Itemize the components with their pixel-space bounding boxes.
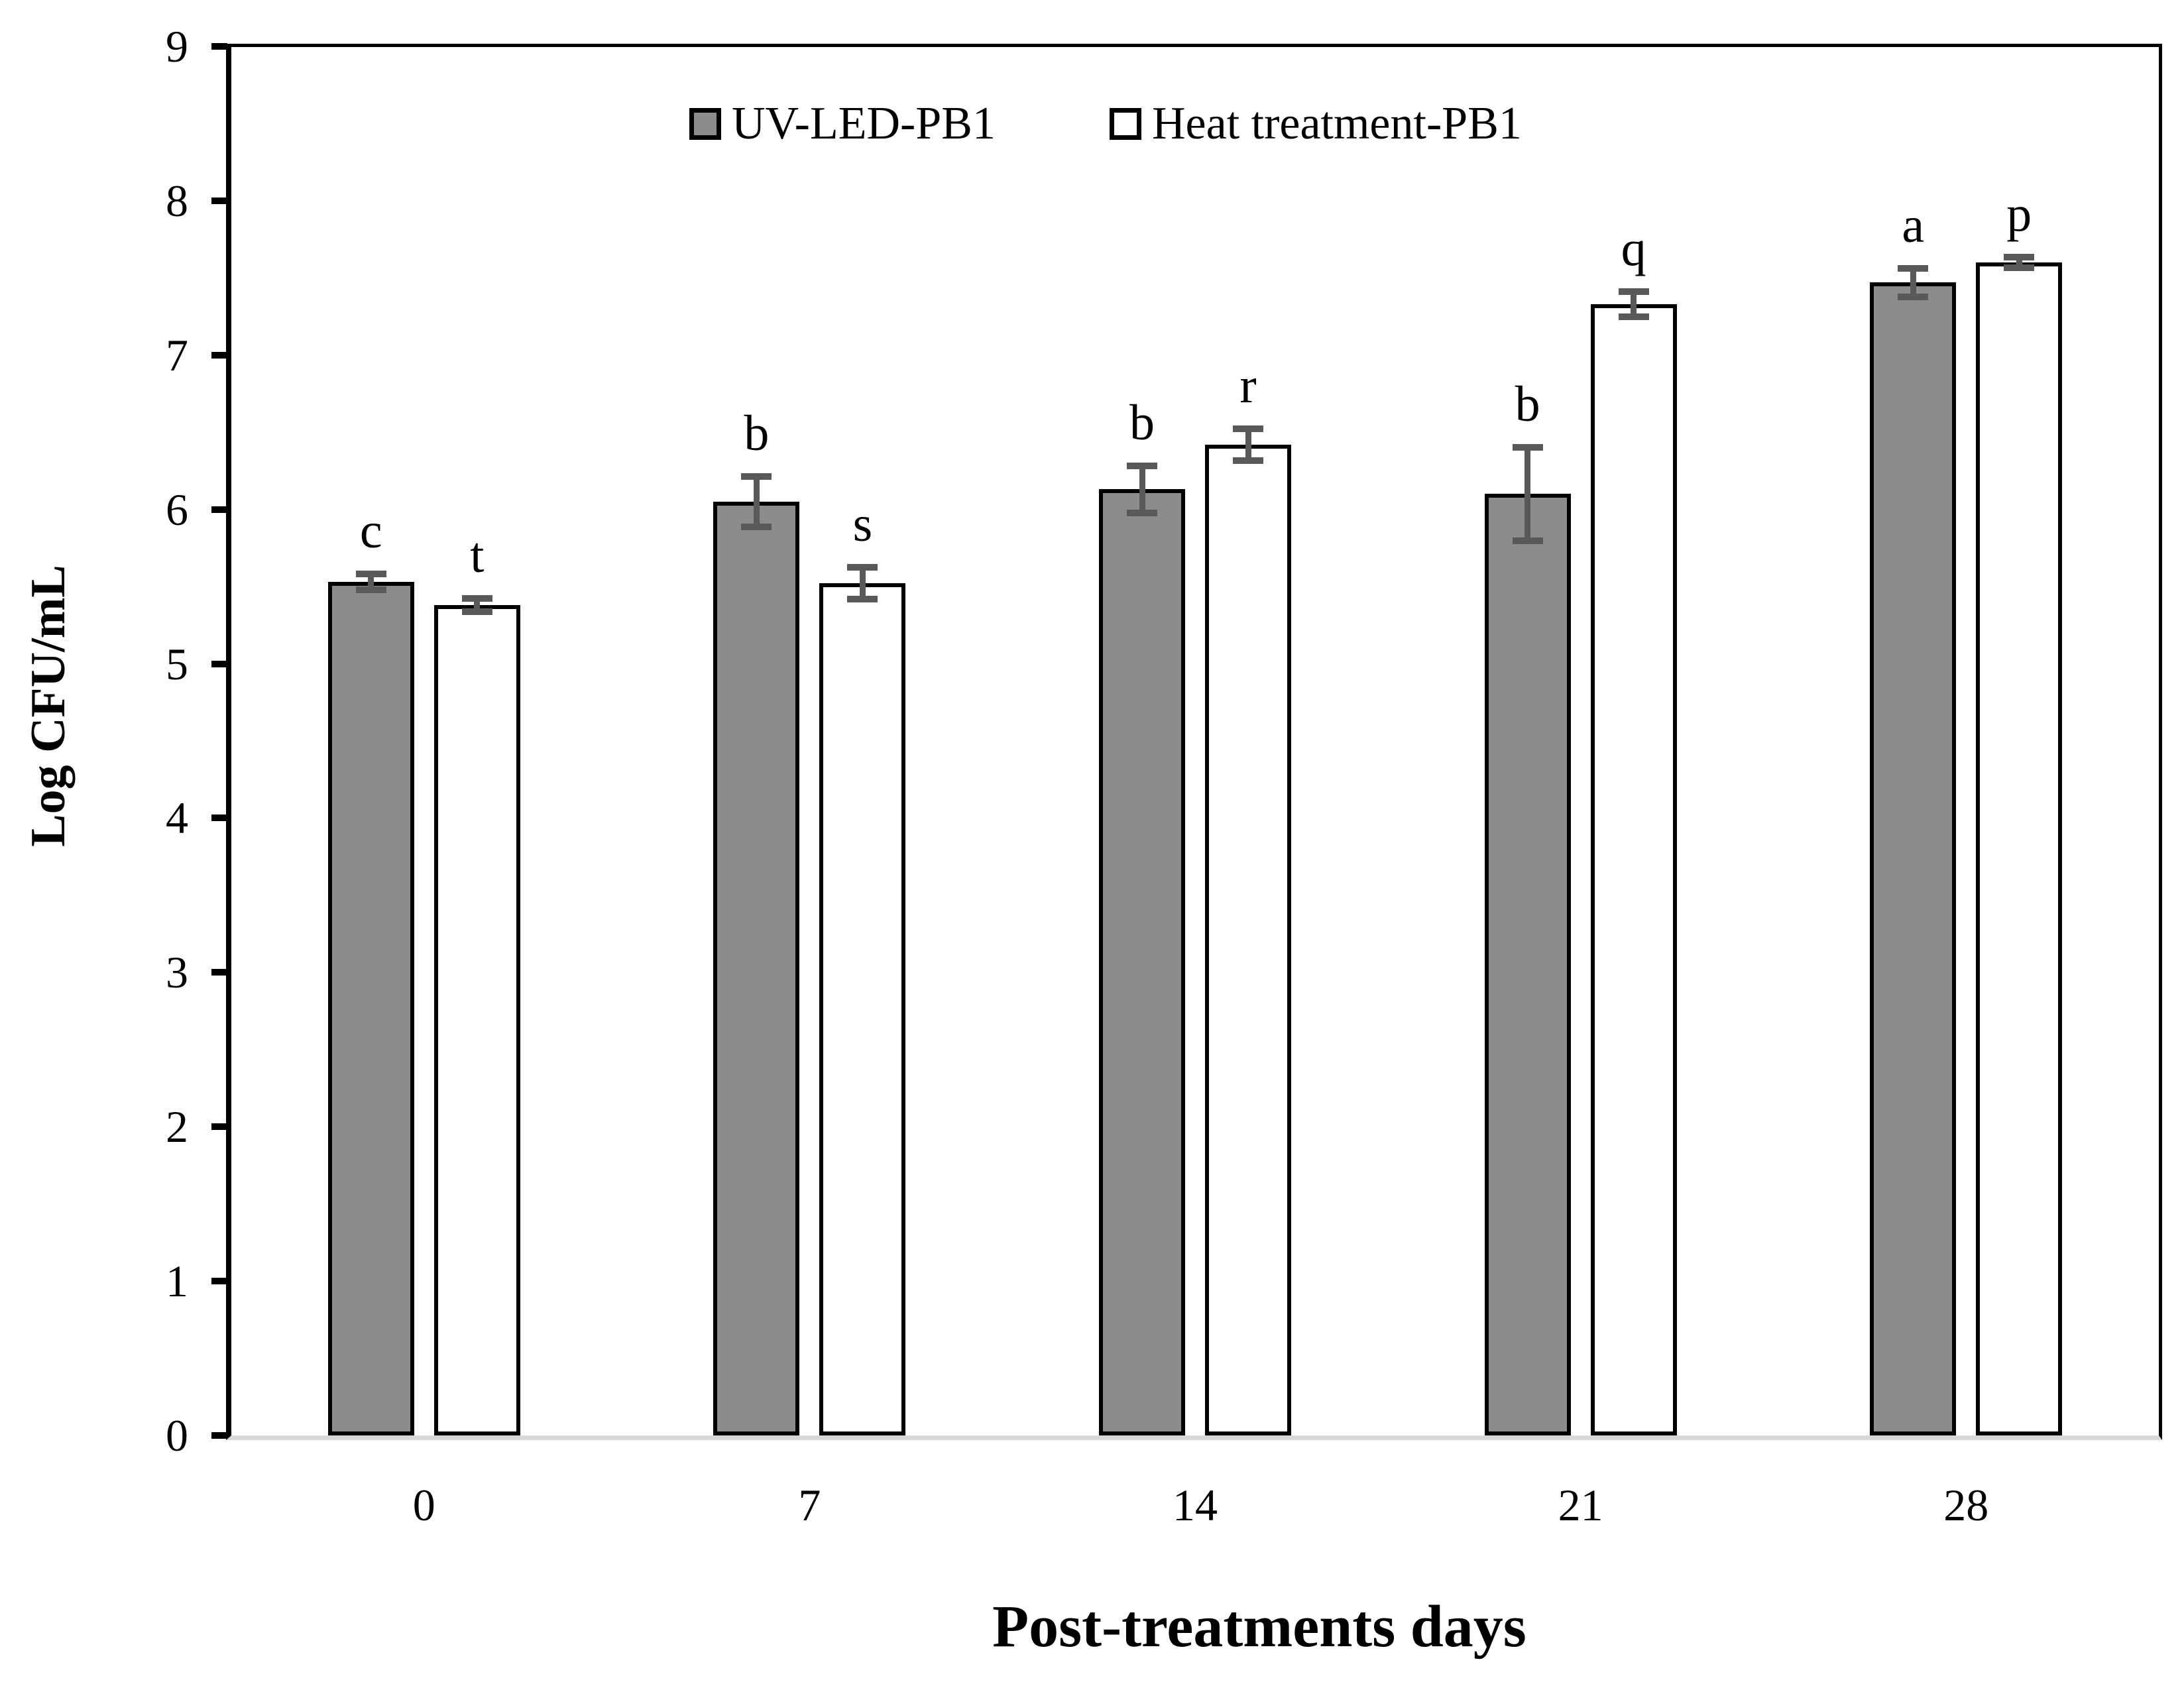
significance-letter-uv-led-pb1-day-7: b xyxy=(744,406,770,462)
error-bar-cap-bottom xyxy=(355,587,386,594)
error-bar-cap-bottom xyxy=(1898,293,1929,300)
x-axis-category-label: 28 xyxy=(1943,1480,1989,1530)
error-bar-cap-top xyxy=(1127,462,1157,469)
plot-area xyxy=(226,44,2162,1440)
error-bar-cap-top xyxy=(355,570,386,577)
x-axis-category-label: 21 xyxy=(1558,1480,1603,1530)
x-axis-category-label: 0 xyxy=(412,1480,435,1530)
error-bar-cap-bottom xyxy=(2004,264,2035,271)
legend-item-heat-treatment-pb1: Heat treatment-PB1 xyxy=(1110,99,1522,148)
error-bar-cap-top xyxy=(1233,425,1263,432)
significance-letter-uv-led-pb1-day-0: c xyxy=(359,502,382,559)
y-axis-tick-label: 9 xyxy=(166,21,188,72)
y-axis-tick-label: 6 xyxy=(166,484,188,535)
y-axis-tick-label: 7 xyxy=(166,329,188,380)
legend: UV-LED-PB1 Heat treatment-PB1 xyxy=(689,99,1522,148)
error-bar xyxy=(2016,259,2022,266)
error-bar-cap-top xyxy=(1898,264,1929,272)
y-axis-tick-5 xyxy=(211,660,227,667)
y-axis-tick-7 xyxy=(211,351,227,359)
y-axis-tick-0 xyxy=(211,1432,227,1439)
y-axis-tick-4 xyxy=(211,814,227,822)
y-axis-tick-2 xyxy=(211,1123,227,1131)
bar-uv-led-pb1-day-28 xyxy=(1870,282,1957,1435)
y-axis-tick-3 xyxy=(211,969,227,976)
significance-letter-uv-led-pb1-day-14: b xyxy=(1129,394,1155,451)
error-bar-cap-top xyxy=(741,473,772,480)
error-bar-cap-top xyxy=(461,595,492,602)
significance-letter-heat-treatment-pb1-day-14: r xyxy=(1239,357,1257,414)
bar-heat-treatment-pb1-day-28 xyxy=(1976,262,2063,1435)
y-axis-tick-label: 0 xyxy=(166,1410,188,1461)
error-bar-cap-bottom xyxy=(847,596,878,603)
legend-swatch-heat-treatment-pb1 xyxy=(1110,108,1141,140)
y-axis-tick-6 xyxy=(211,506,227,513)
error-bar-cap-top xyxy=(1618,288,1649,295)
error-bar xyxy=(1910,270,1916,295)
bar-uv-led-pb1-day-21 xyxy=(1484,494,1571,1435)
significance-letter-heat-treatment-pb1-day-28: p xyxy=(2006,186,2032,243)
y-axis-tick-label: 4 xyxy=(166,793,188,844)
error-bar-cap-bottom xyxy=(1618,313,1649,321)
bar-heat-treatment-pb1-day-21 xyxy=(1590,304,1677,1435)
y-axis-tick-label: 5 xyxy=(166,638,188,689)
error-bar xyxy=(753,478,760,525)
error-bar-cap-bottom xyxy=(1127,509,1157,516)
error-bar-cap-top xyxy=(1512,443,1543,451)
bar-uv-led-pb1-day-7 xyxy=(713,502,800,1435)
error-bar xyxy=(368,575,374,589)
error-bar xyxy=(1245,430,1251,459)
y-axis-tick-label: 2 xyxy=(166,1101,188,1152)
legend-label: UV-LED-PB1 xyxy=(732,98,996,149)
y-axis-tick-label: 3 xyxy=(166,947,188,998)
significance-letter-uv-led-pb1-day-28: a xyxy=(1902,197,1925,253)
error-bar-cap-bottom xyxy=(461,608,492,615)
bar-uv-led-pb1-day-14 xyxy=(1099,489,1185,1435)
significance-letter-heat-treatment-pb1-day-0: t xyxy=(470,528,485,583)
error-bar-cap-bottom xyxy=(1233,457,1263,464)
bar-heat-treatment-pb1-day-14 xyxy=(1205,445,1291,1435)
error-bar xyxy=(474,600,481,610)
error-bar xyxy=(1139,467,1145,511)
x-axis-category-label: 14 xyxy=(1173,1480,1218,1530)
legend-swatch-uv-led-pb1 xyxy=(689,108,721,140)
x-axis-title: Post-treatments days xyxy=(992,1594,1526,1659)
y-axis-tick-label: 8 xyxy=(166,175,188,226)
legend-item-uv-led-pb1: UV-LED-PB1 xyxy=(689,99,996,148)
y-axis-tick-8 xyxy=(211,197,227,204)
legend-label: Heat treatment-PB1 xyxy=(1152,98,1522,149)
y-axis-tick-label: 1 xyxy=(166,1256,188,1307)
error-bar xyxy=(859,569,866,598)
bar-uv-led-pb1-day-0 xyxy=(327,582,414,1435)
error-bar xyxy=(1524,449,1531,539)
error-bar-cap-bottom xyxy=(741,523,772,530)
error-bar-cap-top xyxy=(847,564,878,571)
x-axis-category-label: 7 xyxy=(798,1480,821,1530)
bar-heat-treatment-pb1-day-0 xyxy=(433,605,520,1435)
bar-heat-treatment-pb1-day-7 xyxy=(819,583,906,1435)
significance-letter-uv-led-pb1-day-21: b xyxy=(1515,376,1540,432)
y-axis-tick-9 xyxy=(211,42,227,50)
y-axis-tick-1 xyxy=(211,1278,227,1285)
significance-letter-heat-treatment-pb1-day-7: s xyxy=(852,496,873,553)
error-bar-cap-bottom xyxy=(1512,537,1543,544)
error-bar-cap-top xyxy=(2004,254,2035,261)
y-axis-title: Log CFU/mL xyxy=(21,565,76,847)
significance-letter-heat-treatment-pb1-day-21: q xyxy=(1621,220,1646,276)
error-bar xyxy=(1631,293,1637,315)
